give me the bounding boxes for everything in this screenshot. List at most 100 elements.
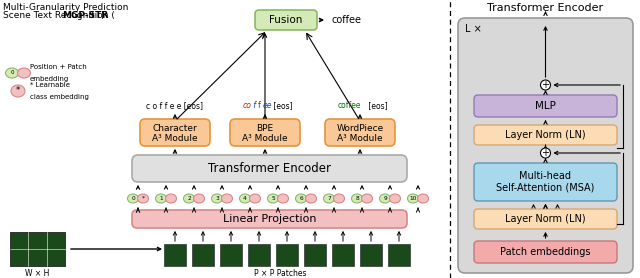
- Ellipse shape: [380, 194, 390, 203]
- Bar: [220, 244, 242, 266]
- Text: 0: 0: [131, 196, 135, 201]
- Text: MGP-STR: MGP-STR: [62, 11, 108, 20]
- FancyBboxPatch shape: [474, 209, 617, 229]
- Text: c o f f e e [eos]: c o f f e e [eos]: [147, 101, 204, 110]
- Text: Layer Norm (LN): Layer Norm (LN): [505, 130, 586, 140]
- Ellipse shape: [278, 194, 289, 203]
- Bar: [304, 244, 326, 266]
- FancyBboxPatch shape: [474, 241, 617, 263]
- Text: [eos]: [eos]: [366, 101, 388, 110]
- Ellipse shape: [138, 194, 148, 203]
- Text: BPE: BPE: [257, 124, 273, 133]
- Text: *: *: [141, 196, 145, 201]
- Text: Fusion: Fusion: [269, 15, 303, 25]
- Text: WordPiece: WordPiece: [337, 124, 383, 133]
- Text: Character: Character: [152, 124, 197, 133]
- FancyBboxPatch shape: [132, 210, 407, 228]
- Text: 4: 4: [243, 196, 247, 201]
- Text: 5: 5: [271, 196, 275, 201]
- Text: Patch embeddings: Patch embeddings: [500, 247, 591, 257]
- Ellipse shape: [268, 194, 278, 203]
- FancyBboxPatch shape: [230, 119, 300, 146]
- Ellipse shape: [11, 85, 25, 97]
- Text: f: f: [258, 101, 260, 110]
- Circle shape: [541, 148, 550, 158]
- Ellipse shape: [417, 194, 429, 203]
- Ellipse shape: [17, 68, 31, 78]
- Text: Multi-head: Multi-head: [520, 171, 572, 181]
- Text: Layer Norm (LN): Layer Norm (LN): [505, 214, 586, 224]
- Circle shape: [541, 80, 550, 90]
- Ellipse shape: [390, 194, 401, 203]
- Ellipse shape: [351, 194, 362, 203]
- Text: 7: 7: [327, 196, 331, 201]
- Text: +: +: [541, 148, 550, 158]
- Text: *: *: [16, 86, 20, 96]
- Text: co: co: [243, 101, 252, 110]
- Bar: [164, 244, 186, 266]
- Text: f: f: [251, 101, 256, 110]
- Text: Multi-Granularity Prediction: Multi-Granularity Prediction: [3, 3, 129, 12]
- Text: ee: ee: [263, 101, 273, 110]
- Text: class embedding: class embedding: [30, 94, 89, 100]
- Text: +: +: [541, 80, 550, 90]
- Bar: [192, 244, 214, 266]
- Text: Transformer Encoder: Transformer Encoder: [208, 162, 331, 175]
- Ellipse shape: [211, 194, 223, 203]
- Bar: [10, 232, 65, 266]
- Text: 8: 8: [355, 196, 359, 201]
- Ellipse shape: [239, 194, 250, 203]
- Text: [eos]: [eos]: [271, 101, 292, 110]
- Text: Scene Text Recognition (: Scene Text Recognition (: [3, 11, 115, 20]
- Text: coffee: coffee: [331, 15, 361, 25]
- FancyBboxPatch shape: [132, 155, 407, 182]
- Bar: [360, 244, 382, 266]
- FancyBboxPatch shape: [474, 125, 617, 145]
- Ellipse shape: [6, 68, 19, 78]
- Ellipse shape: [362, 194, 372, 203]
- Ellipse shape: [250, 194, 260, 203]
- Text: Position + Patch: Position + Patch: [30, 64, 87, 70]
- Text: L ×: L ×: [465, 24, 482, 34]
- Text: A³ Module: A³ Module: [152, 134, 198, 143]
- Ellipse shape: [221, 194, 232, 203]
- Text: MLP: MLP: [535, 101, 556, 111]
- Ellipse shape: [408, 194, 419, 203]
- Ellipse shape: [184, 194, 195, 203]
- Text: * Learnable: * Learnable: [30, 82, 70, 88]
- Text: Self-Attention (MSA): Self-Attention (MSA): [496, 183, 595, 193]
- FancyBboxPatch shape: [140, 119, 210, 146]
- Text: Transformer Encoder: Transformer Encoder: [488, 3, 604, 13]
- Text: 10: 10: [410, 196, 417, 201]
- Bar: [332, 244, 354, 266]
- Bar: [248, 244, 270, 266]
- Text: 6: 6: [299, 196, 303, 201]
- FancyBboxPatch shape: [255, 10, 317, 30]
- Text: A³ Module: A³ Module: [242, 134, 288, 143]
- Bar: [276, 244, 298, 266]
- FancyBboxPatch shape: [474, 163, 617, 201]
- Ellipse shape: [127, 194, 138, 203]
- Text: 1: 1: [159, 196, 163, 201]
- FancyBboxPatch shape: [325, 119, 395, 146]
- Ellipse shape: [296, 194, 307, 203]
- Text: embedding: embedding: [30, 76, 69, 82]
- FancyBboxPatch shape: [474, 95, 617, 117]
- Ellipse shape: [323, 194, 335, 203]
- Ellipse shape: [166, 194, 177, 203]
- Ellipse shape: [156, 194, 166, 203]
- Text: 3: 3: [215, 196, 219, 201]
- Text: 9: 9: [383, 196, 387, 201]
- Bar: [388, 244, 410, 266]
- Ellipse shape: [333, 194, 344, 203]
- Text: P × P Patches: P × P Patches: [253, 269, 307, 278]
- Text: Linear Projection: Linear Projection: [223, 214, 316, 224]
- Ellipse shape: [305, 194, 317, 203]
- Text: 2: 2: [187, 196, 191, 201]
- Text: W × H: W × H: [26, 269, 50, 278]
- Text: 0: 0: [10, 71, 13, 76]
- Text: ): ): [100, 11, 104, 20]
- Ellipse shape: [193, 194, 205, 203]
- Text: coffee: coffee: [338, 101, 362, 110]
- FancyBboxPatch shape: [458, 18, 633, 273]
